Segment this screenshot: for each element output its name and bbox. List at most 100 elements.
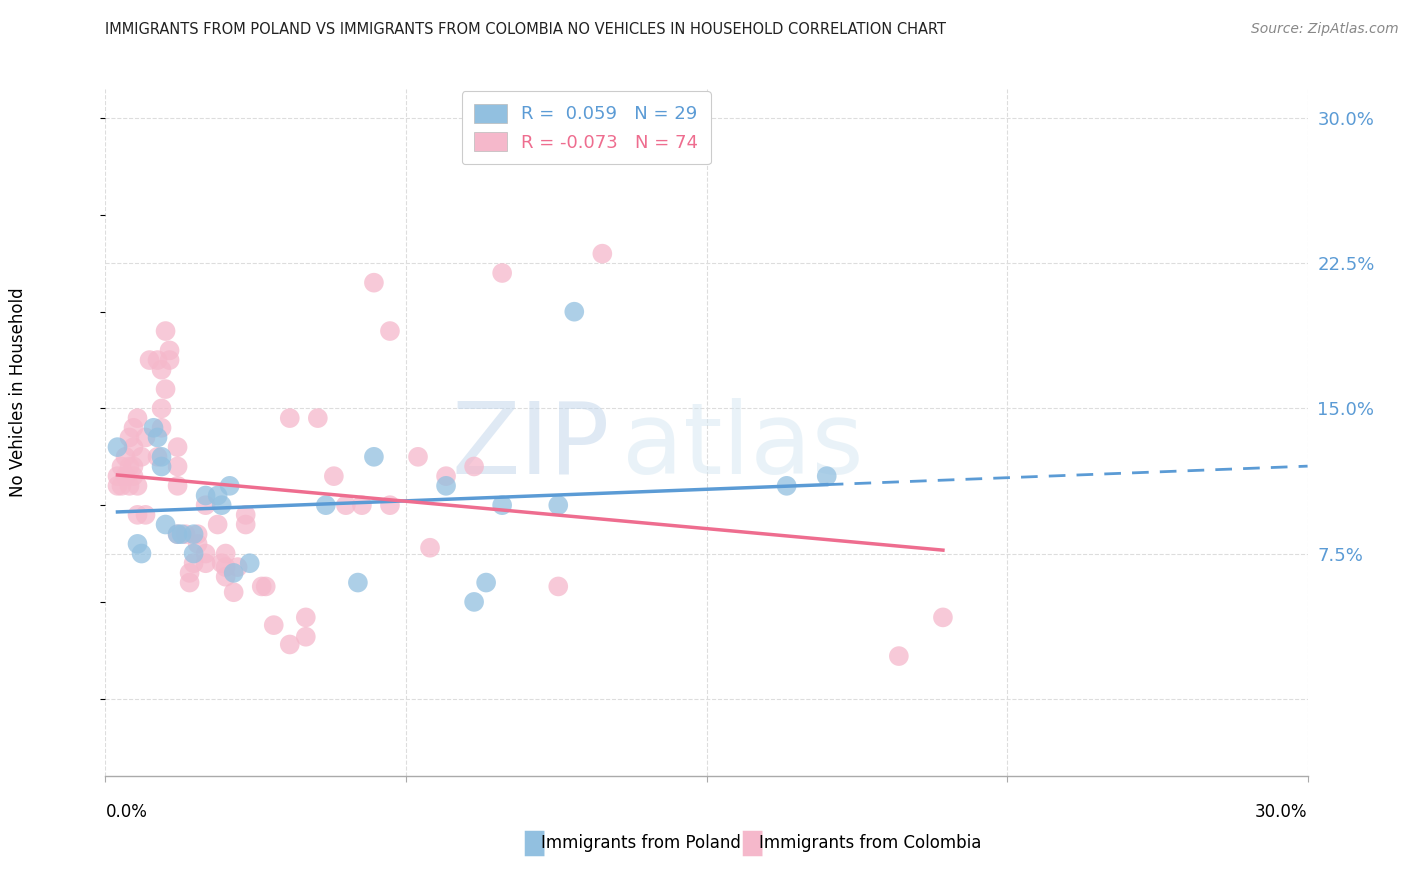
Text: 30.0%: 30.0% bbox=[1256, 803, 1308, 821]
Point bbox=[235, 517, 257, 532]
Point bbox=[166, 479, 188, 493]
Point bbox=[127, 537, 149, 551]
Text: █: █ bbox=[742, 830, 762, 855]
Point bbox=[155, 517, 177, 532]
Point bbox=[150, 421, 173, 435]
Text: █: █ bbox=[524, 830, 544, 855]
Point bbox=[107, 440, 129, 454]
Point bbox=[194, 498, 217, 512]
Point bbox=[250, 579, 273, 593]
Point bbox=[135, 508, 157, 522]
Point bbox=[183, 556, 205, 570]
Point bbox=[315, 498, 337, 512]
Point bbox=[214, 560, 236, 574]
Point bbox=[155, 382, 177, 396]
Point bbox=[166, 440, 188, 454]
Point bbox=[463, 459, 485, 474]
Point bbox=[562, 304, 585, 318]
Text: No Vehicles in Household: No Vehicles in Household bbox=[10, 287, 27, 498]
Point bbox=[278, 638, 301, 652]
Point bbox=[110, 479, 132, 493]
Point bbox=[159, 353, 181, 368]
Point bbox=[131, 547, 153, 561]
Point bbox=[207, 517, 229, 532]
Point bbox=[107, 469, 129, 483]
Point bbox=[194, 556, 217, 570]
Point bbox=[166, 527, 188, 541]
Point bbox=[127, 479, 149, 493]
Point bbox=[235, 508, 257, 522]
Point bbox=[378, 498, 401, 512]
Point bbox=[179, 575, 201, 590]
Point bbox=[187, 537, 209, 551]
Point bbox=[127, 508, 149, 522]
Text: Immigrants from Poland: Immigrants from Poland bbox=[541, 834, 741, 852]
Point bbox=[434, 479, 457, 493]
Point bbox=[118, 459, 141, 474]
Point bbox=[350, 498, 373, 512]
Point bbox=[475, 575, 498, 590]
Point bbox=[491, 266, 513, 280]
Point bbox=[150, 459, 173, 474]
Text: ZIP: ZIP bbox=[451, 398, 610, 495]
Point bbox=[166, 459, 188, 474]
Point bbox=[187, 527, 209, 541]
Point bbox=[222, 566, 245, 580]
Point bbox=[150, 363, 173, 377]
Point bbox=[166, 527, 188, 541]
Point bbox=[170, 527, 193, 541]
Point bbox=[239, 556, 262, 570]
Point bbox=[322, 469, 344, 483]
Point bbox=[226, 560, 249, 574]
Point bbox=[183, 527, 205, 541]
Point bbox=[122, 459, 145, 474]
Point bbox=[211, 556, 233, 570]
Point bbox=[406, 450, 429, 464]
Point bbox=[122, 469, 145, 483]
Text: Source: ZipAtlas.com: Source: ZipAtlas.com bbox=[1251, 22, 1399, 37]
Point bbox=[222, 585, 245, 599]
Point bbox=[547, 579, 569, 593]
Point bbox=[107, 479, 129, 493]
Point bbox=[174, 527, 197, 541]
Point bbox=[463, 595, 485, 609]
Point bbox=[135, 430, 157, 444]
Point bbox=[194, 488, 217, 502]
Text: 0.0%: 0.0% bbox=[105, 803, 148, 821]
Point bbox=[179, 566, 201, 580]
Point bbox=[547, 498, 569, 512]
Point bbox=[378, 324, 401, 338]
Point bbox=[131, 450, 153, 464]
Point bbox=[347, 575, 370, 590]
Point bbox=[263, 618, 285, 632]
Point bbox=[363, 276, 385, 290]
Point bbox=[932, 610, 955, 624]
Point bbox=[214, 570, 236, 584]
Point bbox=[114, 469, 136, 483]
Point bbox=[122, 440, 145, 454]
Point bbox=[110, 459, 132, 474]
Legend: R =  0.059   N = 29, R = -0.073   N = 74: R = 0.059 N = 29, R = -0.073 N = 74 bbox=[461, 91, 711, 164]
Point bbox=[118, 430, 141, 444]
Point bbox=[591, 246, 613, 260]
Point bbox=[155, 324, 177, 338]
Point bbox=[150, 401, 173, 416]
Point bbox=[114, 450, 136, 464]
Point bbox=[254, 579, 277, 593]
Point bbox=[335, 498, 357, 512]
Point bbox=[434, 469, 457, 483]
Point bbox=[776, 479, 799, 493]
Text: atlas: atlas bbox=[623, 398, 865, 495]
Point bbox=[142, 421, 165, 435]
Point bbox=[491, 498, 513, 512]
Point bbox=[419, 541, 441, 555]
Text: Immigrants from Colombia: Immigrants from Colombia bbox=[759, 834, 981, 852]
Point bbox=[278, 411, 301, 425]
Point bbox=[150, 450, 173, 464]
Point bbox=[194, 547, 217, 561]
Point bbox=[211, 498, 233, 512]
Point bbox=[118, 479, 141, 493]
Point bbox=[146, 430, 169, 444]
Point bbox=[138, 353, 160, 368]
Point bbox=[295, 610, 318, 624]
